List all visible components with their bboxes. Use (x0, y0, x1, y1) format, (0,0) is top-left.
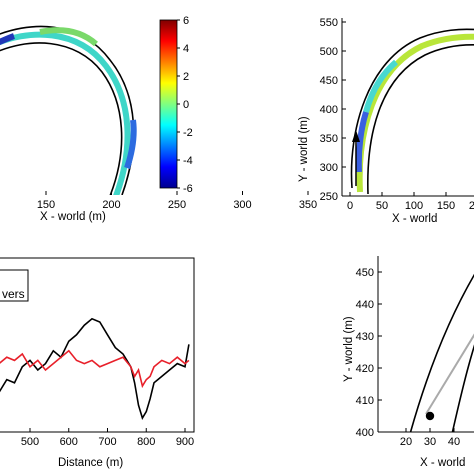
y-axis-tick-label: 420 (356, 363, 374, 375)
panel-distance-profile: vers 500 600 700 800 900 Distance (m) (0, 257, 195, 469)
x-axis-tick-label: 350 (299, 199, 317, 211)
y-axis-tick-label: 350 (320, 133, 338, 145)
track-outer-boundary (409, 273, 474, 432)
x-axis-tick-label: 900 (176, 436, 194, 448)
track-colored-lane-dark-segment (0, 33, 15, 46)
y-axis-tick-label: 400 (356, 427, 374, 439)
colorbar-tick-label: -2 (183, 127, 193, 139)
legend-entry: vers (2, 287, 25, 301)
x-axis-tick-label: 150 (37, 199, 55, 211)
y-axis-tick-label: 500 (320, 46, 338, 58)
plot-frame (0, 257, 195, 433)
x-axis-tick-label: 300 (233, 199, 251, 211)
x-axis-tick-label: 250 (168, 199, 186, 211)
ylabel-track-direction: Y - world (m) (298, 116, 310, 182)
x-axis-tick-label: 40 (448, 436, 460, 448)
panel-zoom-view: 20 30 40 400 410 420 430 440 450 X - world Y - … (343, 256, 474, 469)
track-colored-lane-blue-segment (124, 119, 137, 169)
colorbar-tick-label: 6 (183, 15, 189, 27)
track-outer-boundary (350, 28, 474, 189)
y-axis-tick-label: 400 (320, 104, 338, 116)
x-axis-tick-label: 20 (400, 436, 412, 448)
panel-track-direction: 0 50 100 150 200 250 300 350 400 450 500 550 X - w… (298, 17, 474, 225)
track-inner-boundary (451, 344, 474, 432)
panel-track-colored: 150 200 250 300 350 X - world (m) 6 4 2 0 -2 -4 -6 (0, 15, 317, 223)
colorbar-tick-label: -4 (183, 155, 193, 167)
xlabel-track-direction: X - world (392, 213, 437, 225)
x-axis-tick-label: 600 (60, 436, 78, 448)
x-axis-tick-label: 700 (98, 436, 116, 448)
x-axis-tick-label: 100 (405, 200, 423, 212)
y-axis-tick-label: 450 (320, 75, 338, 87)
colorbar-tick-label: -6 (183, 183, 193, 195)
legend-box (0, 269, 29, 302)
y-axis-tick-label: 440 (356, 299, 374, 311)
track-inner-boundary (367, 43, 474, 195)
y-axis-tick-label: 300 (320, 162, 338, 174)
y-axis-tick-label: 430 (356, 331, 374, 343)
y-axis-tick-label: 550 (320, 17, 338, 29)
x-axis-tick-label: 30 (424, 436, 436, 448)
xlabel-zoom: X - world (420, 457, 465, 469)
colorbar-tick-label: 4 (183, 43, 189, 55)
track-colored-lane-cyan-segment (363, 59, 398, 113)
xlabel-track-colored: X - world (m) (40, 211, 106, 223)
vehicle-position-point (425, 411, 435, 421)
x-axis-tick-label: 500 (21, 436, 39, 448)
x-axis-tick-label: 200 (469, 200, 474, 212)
x-axis-tick-label: 800 (137, 436, 155, 448)
xlabel-distance: Distance (m) (58, 457, 123, 469)
y-axis-tick-label: 250 (320, 191, 338, 203)
track-colored-lane (0, 31, 131, 195)
x-axis-tick-label: 0 (347, 200, 353, 212)
y-axis-tick-label: 450 (356, 267, 374, 279)
x-axis-tick-label: 200 (102, 199, 120, 211)
projection-line (425, 333, 474, 415)
colorbar-tick-label: 0 (183, 99, 189, 111)
track-outer-boundary (0, 25, 135, 195)
series-line-2 (0, 349, 190, 389)
x-axis-tick-label: 50 (376, 200, 388, 212)
colorbar-tick-label: 2 (183, 71, 189, 83)
track-inner-boundary (0, 42, 123, 195)
ylabel-zoom: Y - world (m) (343, 316, 355, 382)
direction-arrowhead (352, 130, 360, 142)
colorbar (159, 19, 178, 189)
x-axis-tick-label: 150 (437, 200, 455, 212)
track-colored-lane-blue-segment (355, 111, 369, 173)
series-line-1 (0, 317, 190, 420)
track-colored-lane-green-segment (39, 27, 98, 47)
y-axis-tick-label: 410 (356, 395, 374, 407)
